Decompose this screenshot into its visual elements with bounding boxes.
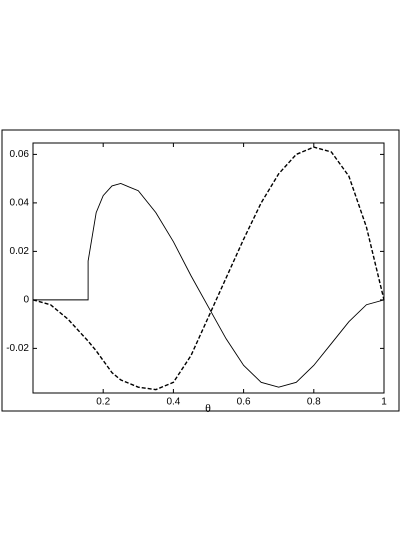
x-tick-label: 0.8 (307, 397, 321, 408)
x-tick-label: 0.4 (166, 397, 180, 408)
y-tick-label: 0.02 (10, 246, 30, 257)
line-series (32, 146, 385, 391)
y-tick-label: -0.02 (6, 343, 29, 354)
y-tick-label: 0.04 (10, 198, 30, 209)
x-tick-label: 1 (381, 397, 387, 408)
x-axis-label: θ (205, 401, 211, 415)
x-tick-label: 0.6 (237, 397, 251, 408)
y-tick-label: 0.06 (10, 149, 30, 160)
line-series (33, 183, 385, 388)
plot-frame (32, 142, 385, 394)
x-tick-label: 0.2 (96, 397, 110, 408)
outer-frame (1, 129, 400, 412)
y-tick-label: 0 (23, 295, 29, 306)
